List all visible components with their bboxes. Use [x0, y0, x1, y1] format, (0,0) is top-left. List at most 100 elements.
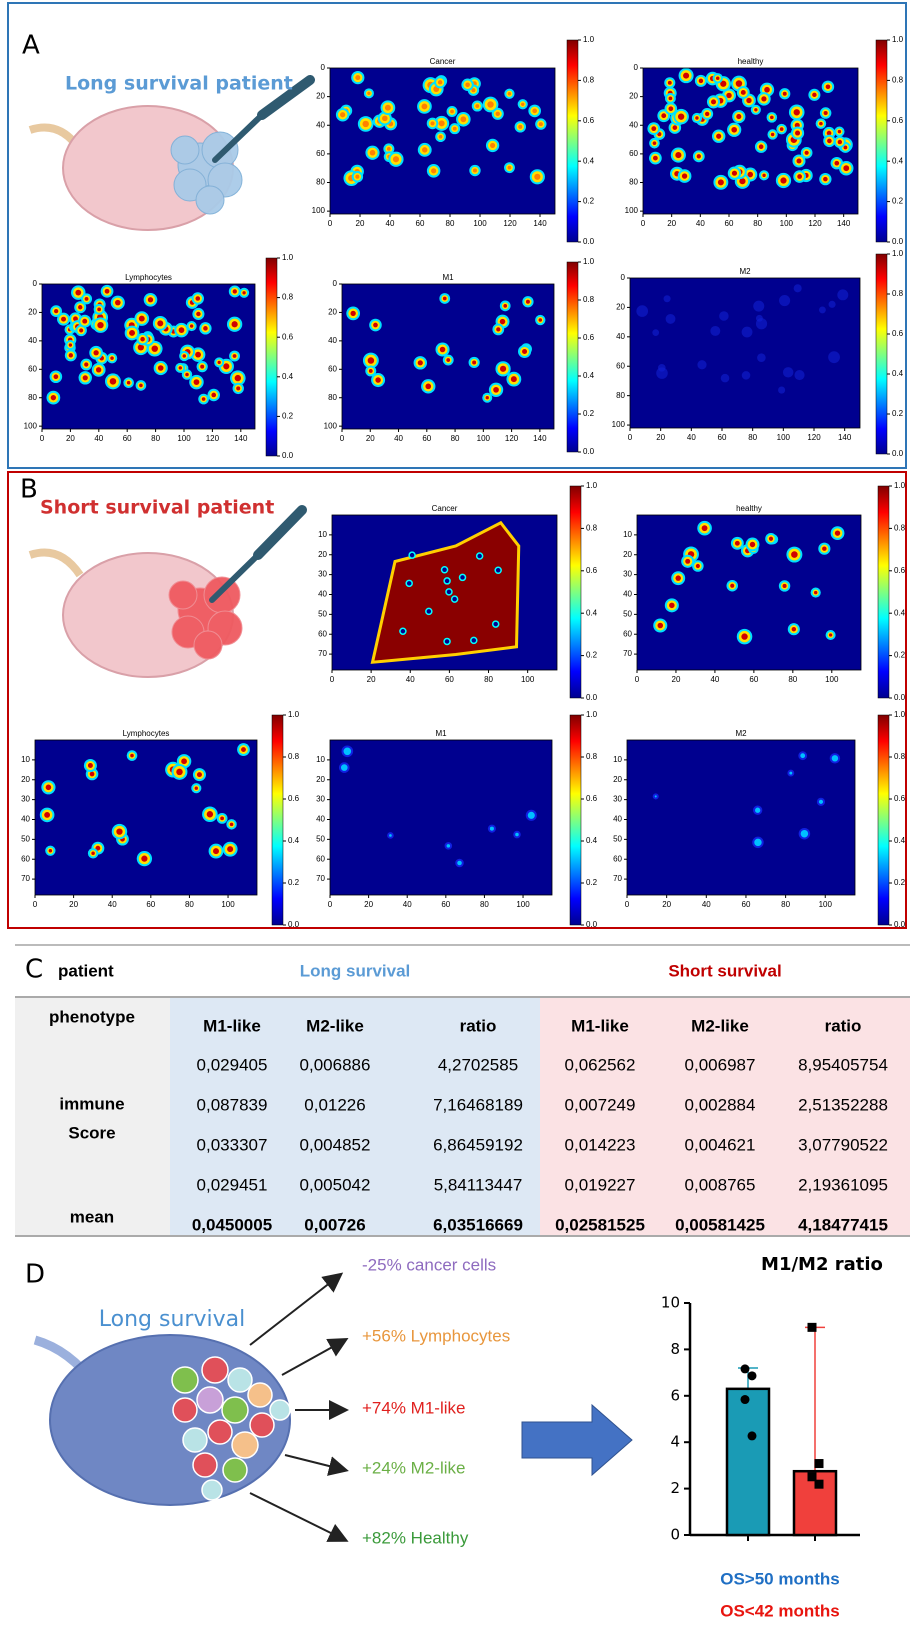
blob	[465, 82, 470, 88]
blob	[408, 551, 416, 559]
blob	[475, 104, 480, 108]
heatmap-title: M2	[739, 267, 751, 276]
y-tick-label: 100	[324, 421, 338, 430]
y-tick-label: 50	[21, 834, 30, 843]
blob	[828, 351, 840, 364]
category-label: OS>50 months	[720, 1569, 840, 1588]
change-label: -25% cancer cells	[362, 1255, 496, 1274]
x-tick-label: 60	[718, 433, 727, 442]
blob	[241, 747, 246, 752]
blob	[79, 328, 84, 333]
heatmap-title: Lymphocytes	[125, 273, 172, 282]
table-cell-bg	[540, 996, 910, 1236]
blob	[460, 116, 467, 123]
x-tick-label: 60	[146, 900, 155, 909]
x-tick-label: 20	[662, 900, 671, 909]
blob	[490, 142, 496, 148]
kidney-illustration	[28, 75, 315, 231]
blob	[206, 811, 214, 818]
blob	[425, 607, 433, 616]
colorbar-tick-label: 0.6	[282, 332, 294, 341]
x-tick-label: 0	[40, 434, 45, 443]
x-tick-label: 100	[521, 675, 535, 684]
table-cell-mean: 6,03516669	[433, 1215, 523, 1234]
colorbar	[271, 714, 284, 926]
colorbar-tick-label: 0.6	[894, 566, 906, 575]
blob	[695, 563, 700, 569]
x-tick-label: 40	[687, 433, 696, 442]
blob	[762, 173, 766, 178]
blob	[458, 573, 467, 582]
blob	[779, 294, 791, 307]
colorbar-tick-label: 0.2	[586, 651, 598, 660]
table-cell: 2,51352288	[798, 1095, 888, 1114]
blob	[749, 541, 756, 548]
change-label: +82% Healthy	[362, 1528, 469, 1547]
blob	[93, 350, 99, 356]
blob	[45, 784, 52, 791]
y-tick-label: 100	[625, 206, 639, 215]
colorbar-tick-label: 0.2	[892, 197, 904, 206]
group-header: Long survival	[300, 961, 411, 980]
blob	[367, 357, 375, 364]
heatmap-frame	[341, 283, 555, 430]
change-label: +56% Lymphocytes	[362, 1326, 510, 1345]
blob	[472, 360, 477, 365]
blob	[53, 374, 59, 380]
x-tick-label: 20	[656, 433, 665, 442]
heading: Long survival	[99, 1307, 245, 1332]
heatmap-frame	[331, 514, 558, 671]
heatmap-frame	[626, 739, 856, 896]
x-tick-label: 120	[503, 219, 517, 228]
blob	[140, 336, 145, 342]
blob	[711, 99, 717, 105]
blob	[91, 851, 95, 856]
x-tick-label: 20	[66, 434, 75, 443]
blob	[439, 346, 446, 353]
data-point	[740, 1364, 750, 1374]
heatmap	[627, 740, 855, 895]
colorbar-tick-label: 0.4	[583, 156, 595, 165]
blob	[753, 805, 763, 815]
blob	[652, 141, 657, 145]
blob	[203, 326, 208, 331]
x-tick-label: 40	[696, 219, 705, 228]
colorbar	[877, 485, 890, 699]
y-tick-label: 100	[312, 206, 326, 215]
blob	[827, 138, 832, 144]
colorbar-tick-label: 0.0	[282, 451, 294, 460]
x-tick-label: 100	[777, 433, 791, 442]
blob	[798, 751, 808, 761]
y-tick-label: 30	[318, 570, 327, 579]
blob	[791, 551, 798, 558]
blob	[507, 165, 512, 170]
colorbar-tick-label: 0.8	[892, 289, 904, 298]
y-tick-label: 10	[318, 530, 327, 539]
blob	[538, 122, 543, 127]
y-tick-label: 20	[318, 550, 327, 559]
blob	[770, 115, 774, 120]
y-tick-label: 0	[621, 273, 626, 282]
y-tick-label: 70	[613, 874, 622, 883]
blob	[819, 121, 823, 126]
x-tick-label: 80	[753, 219, 762, 228]
blob	[89, 771, 95, 777]
blob	[470, 636, 478, 645]
blob	[84, 297, 89, 301]
blob	[696, 154, 701, 159]
heatmap-texture	[647, 68, 854, 190]
heatmap-texture	[39, 743, 250, 867]
blob	[195, 351, 201, 358]
y-tick-label: 100	[612, 420, 626, 429]
table-cell: 0,002884	[685, 1095, 756, 1114]
y-tick-label: 50	[623, 609, 632, 618]
blob	[636, 305, 649, 317]
blob	[795, 130, 801, 136]
blob	[683, 72, 690, 79]
x-tick-label: 0	[33, 900, 38, 909]
blob	[829, 753, 841, 764]
blob	[496, 327, 501, 332]
heatmap-title: Cancer	[432, 504, 458, 513]
blob	[695, 116, 699, 120]
